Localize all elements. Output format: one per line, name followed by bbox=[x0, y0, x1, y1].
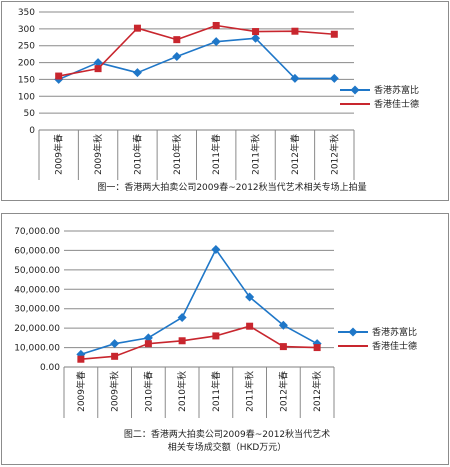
data-point bbox=[111, 352, 119, 360]
data-point bbox=[143, 333, 153, 343]
data-point bbox=[252, 28, 260, 36]
data-point bbox=[212, 332, 220, 340]
y-tick-label: 0 bbox=[29, 126, 35, 136]
y-tick-label: 30,000.00 bbox=[14, 305, 60, 315]
data-point bbox=[94, 65, 102, 73]
data-point bbox=[246, 322, 254, 330]
y-tick-label: 40,000.00 bbox=[14, 285, 60, 295]
legend-marker bbox=[348, 327, 358, 337]
series-line-2 bbox=[58, 24, 335, 77]
x-tick-label: 2010年秋 bbox=[171, 134, 183, 175]
legend-label: 香港苏富比 bbox=[372, 326, 417, 338]
chart-panel-2: 0.00 10,000.00 20,000.00 30,000.00 40,000.00… bbox=[1, 213, 449, 465]
y-tick-label: 300 bbox=[18, 25, 35, 35]
x-tick-label: 2010年秋 bbox=[176, 371, 188, 412]
data-point bbox=[172, 52, 182, 62]
x-tick-label: 2011年春 bbox=[210, 371, 222, 412]
data-point bbox=[251, 33, 261, 43]
y-tick-label: 70,000.00 bbox=[14, 227, 60, 237]
x-tick-label: 2011年秋 bbox=[244, 371, 256, 412]
data-point bbox=[312, 339, 322, 349]
y-tick-label: 10,000.00 bbox=[14, 344, 60, 354]
data-point bbox=[55, 72, 63, 80]
x-tick-label: 2011年秋 bbox=[250, 134, 262, 175]
data-point bbox=[212, 21, 220, 29]
data-point bbox=[173, 36, 181, 44]
data-point bbox=[178, 337, 186, 345]
x-tick-label: 2009年秋 bbox=[109, 371, 121, 412]
y-tick-label: 20,000.00 bbox=[14, 324, 60, 334]
x-tick-label: 2009年秋 bbox=[92, 134, 104, 175]
data-point bbox=[278, 320, 288, 330]
data-point bbox=[290, 73, 300, 83]
chart-2-svg: 0.00 10,000.00 20,000.00 30,000.00 40,000.00… bbox=[14, 227, 417, 418]
series-line-1 bbox=[80, 248, 318, 356]
data-point bbox=[132, 68, 142, 78]
legend-label: 香港佳士德 bbox=[372, 340, 417, 352]
y-tick-label: 150 bbox=[18, 75, 35, 85]
x-tick-label: 2012年春 bbox=[277, 371, 289, 412]
y-tick-label: 200 bbox=[18, 59, 35, 69]
y-tick-label: 0.00 bbox=[40, 363, 60, 373]
data-point bbox=[211, 244, 221, 254]
data-point bbox=[110, 339, 120, 349]
x-tick-label: 2012年春 bbox=[289, 134, 301, 175]
data-point bbox=[330, 30, 338, 38]
x-tick-label: 2009年春 bbox=[75, 371, 87, 412]
y-tick-label: 50 bbox=[24, 109, 36, 119]
data-point bbox=[177, 312, 187, 322]
y-tick-label: 350 bbox=[18, 8, 35, 18]
data-point bbox=[93, 58, 103, 68]
x-tick-label: 2009年春 bbox=[53, 134, 65, 175]
legend-label: 香港苏富比 bbox=[374, 84, 419, 96]
chart-panel-1: 0 50 100 150 200 250 300 350 2009年春 2009年秋 2010年春 2… bbox=[1, 1, 449, 201]
chart-1-title: 图一：香港两大拍卖公司2009春~2012秋当代艺术相关专场上拍量 bbox=[97, 183, 367, 193]
y-tick-label: 50,000.00 bbox=[14, 266, 60, 276]
chart-2-title-line-1: 图二：香港两大拍卖公司2009春~2012秋当代艺术 bbox=[123, 430, 331, 440]
x-tick-label: 2012年秋 bbox=[311, 371, 323, 412]
data-point bbox=[291, 27, 299, 35]
chart-2-title-line-2: 相关专场成交额（HKD万元） bbox=[167, 443, 287, 453]
y-tick-label: 100 bbox=[18, 92, 35, 102]
y-tick-label: 60,000.00 bbox=[14, 246, 60, 256]
data-point bbox=[77, 355, 85, 363]
x-tick-label: 2011年春 bbox=[210, 134, 222, 175]
legend-marker bbox=[350, 85, 360, 95]
x-tick-label: 2010年春 bbox=[131, 134, 143, 175]
legend-label: 香港佳士德 bbox=[374, 98, 419, 110]
data-point bbox=[144, 340, 152, 348]
data-point bbox=[245, 292, 255, 302]
chart-1-svg: 0 50 100 150 200 250 300 350 2009年春 2009年秋 2010年春 2… bbox=[18, 8, 419, 180]
y-tick-label: 250 bbox=[18, 42, 35, 52]
data-point bbox=[329, 73, 339, 83]
data-point bbox=[133, 24, 141, 32]
data-point bbox=[279, 343, 287, 351]
x-tick-label: 2012年秋 bbox=[328, 134, 340, 175]
series-line-1 bbox=[58, 37, 335, 81]
x-tick-label: 2010年春 bbox=[142, 371, 154, 412]
data-point bbox=[211, 37, 221, 47]
series-line-2 bbox=[80, 325, 318, 361]
chart-2-title: 图二：香港两大拍卖公司2009春~2012秋当代艺术 相关专场成交额（HKD万元… bbox=[62, 429, 392, 455]
data-point bbox=[313, 344, 321, 352]
